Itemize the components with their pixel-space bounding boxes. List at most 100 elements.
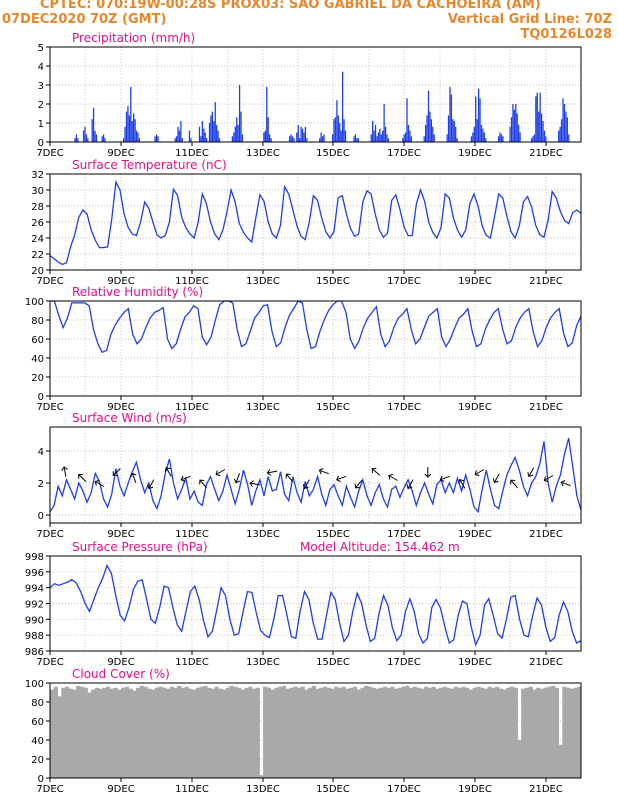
precip-bar — [270, 138, 272, 142]
wind-arrow — [527, 467, 535, 477]
wind-arrow — [458, 479, 466, 489]
y-tick-label: 26 — [31, 218, 44, 229]
cloud-bar — [416, 687, 421, 778]
x-tick-label: 13DEC — [246, 529, 280, 540]
wind-arrow-shaft — [63, 466, 67, 478]
cloud-bar — [87, 692, 92, 778]
wind-arrow — [285, 473, 294, 483]
precip-bar — [376, 136, 378, 142]
y-tick-label: 992 — [25, 600, 44, 611]
x-tick-label: 17DEC — [387, 657, 421, 668]
cloud-bar — [150, 689, 156, 778]
precip-bar — [214, 102, 216, 142]
cloud-bar — [412, 686, 417, 778]
precip-bar — [92, 107, 95, 142]
cloud-bar — [491, 687, 496, 778]
cloud-bar — [524, 687, 530, 778]
x-tick-label: 13DEC — [246, 784, 280, 795]
wind-arrow-head — [147, 484, 154, 489]
precip-bar — [91, 119, 93, 142]
cloud-bar — [128, 688, 133, 778]
precip-bar — [424, 124, 427, 142]
cloud-bar — [188, 688, 193, 778]
wind-arrow-head — [112, 471, 118, 477]
wind-arrow-shaft — [235, 473, 240, 483]
cloud-bar — [285, 688, 290, 778]
cloud-bar — [50, 689, 55, 778]
cloud-bar — [386, 687, 391, 778]
precip-bar — [320, 132, 322, 142]
wind-arrow — [215, 469, 226, 477]
y-tick-label: 80 — [31, 316, 44, 327]
wind-arrow — [543, 475, 554, 483]
precip-bar — [104, 138, 106, 142]
precip-bar — [341, 71, 344, 142]
y-tick-label: 4 — [38, 62, 44, 73]
precip-bar — [101, 136, 103, 142]
precip-bar — [321, 136, 324, 142]
precip-bar — [337, 115, 339, 142]
precip-bar — [379, 128, 381, 142]
y-tick-label: 100 — [25, 679, 44, 690]
panel-title: Precipitation (mm/h) — [72, 31, 195, 45]
precip-bar — [430, 119, 433, 142]
x-tick-label: 13DEC — [246, 276, 280, 287]
cloud-bar — [341, 686, 346, 778]
panel-wind — [46, 426, 582, 527]
wind-arrow-head — [492, 478, 499, 483]
cloud-bar — [124, 686, 130, 778]
wind-arrow — [510, 479, 518, 489]
cloud-bar — [180, 687, 186, 778]
cloud-bar — [61, 687, 66, 778]
x-tick-label: 15DEC — [316, 657, 350, 668]
y-tick-label: 0 — [38, 138, 44, 149]
x-tick-label: 7DEC — [36, 276, 63, 287]
cloud-bar — [528, 686, 533, 778]
wind-arrow — [147, 479, 155, 489]
cloud-bar — [139, 685, 144, 778]
cloud-bar — [173, 687, 178, 778]
precip-bar — [85, 134, 88, 142]
cloud-bar — [270, 689, 275, 778]
precip-bar — [539, 92, 541, 142]
wind-arrow-head — [354, 483, 360, 489]
cloud-bar — [199, 686, 204, 778]
y-tick-label: 60 — [31, 717, 44, 728]
precip-bar — [237, 124, 239, 142]
cloud-bar — [248, 686, 253, 778]
cloud-bar — [476, 686, 481, 778]
precip-bar — [174, 138, 176, 142]
wind-arrow — [388, 473, 398, 481]
cloud-bar — [236, 687, 242, 778]
x-tick-label: 7DEC — [36, 402, 63, 413]
x-tick-label: 17DEC — [387, 784, 421, 795]
precip-bar — [319, 138, 321, 142]
cloud-bar — [132, 690, 137, 778]
precip-bar — [370, 134, 372, 142]
precip-bar — [536, 92, 538, 142]
precip-bar — [238, 85, 241, 142]
wind-arrow-head — [388, 473, 394, 480]
x-tick-label: 9DEC — [107, 529, 134, 540]
cloud-bar — [382, 686, 388, 778]
wind-arrow-shaft — [388, 475, 398, 481]
cloud-bar — [364, 685, 369, 778]
precip-bar — [175, 136, 178, 142]
precip-bar — [75, 134, 78, 142]
precip-bar — [356, 138, 358, 142]
cloud-bar — [207, 687, 212, 778]
precip-bar — [178, 130, 181, 142]
x-tick-label: 19DEC — [458, 529, 492, 540]
cloud-bar — [83, 687, 88, 778]
precip-bar — [233, 132, 235, 142]
precip-bar — [407, 124, 410, 142]
cloud-bar — [558, 744, 563, 778]
wind-arrow-shaft — [303, 479, 310, 489]
wind-arrow-shaft — [440, 475, 450, 481]
precip-bar — [446, 134, 448, 142]
cloud-bar — [225, 687, 230, 778]
cloud-bar — [113, 687, 118, 778]
precip-bar — [427, 90, 430, 142]
cloud-bar — [203, 685, 208, 778]
wind-arrow — [336, 475, 347, 482]
